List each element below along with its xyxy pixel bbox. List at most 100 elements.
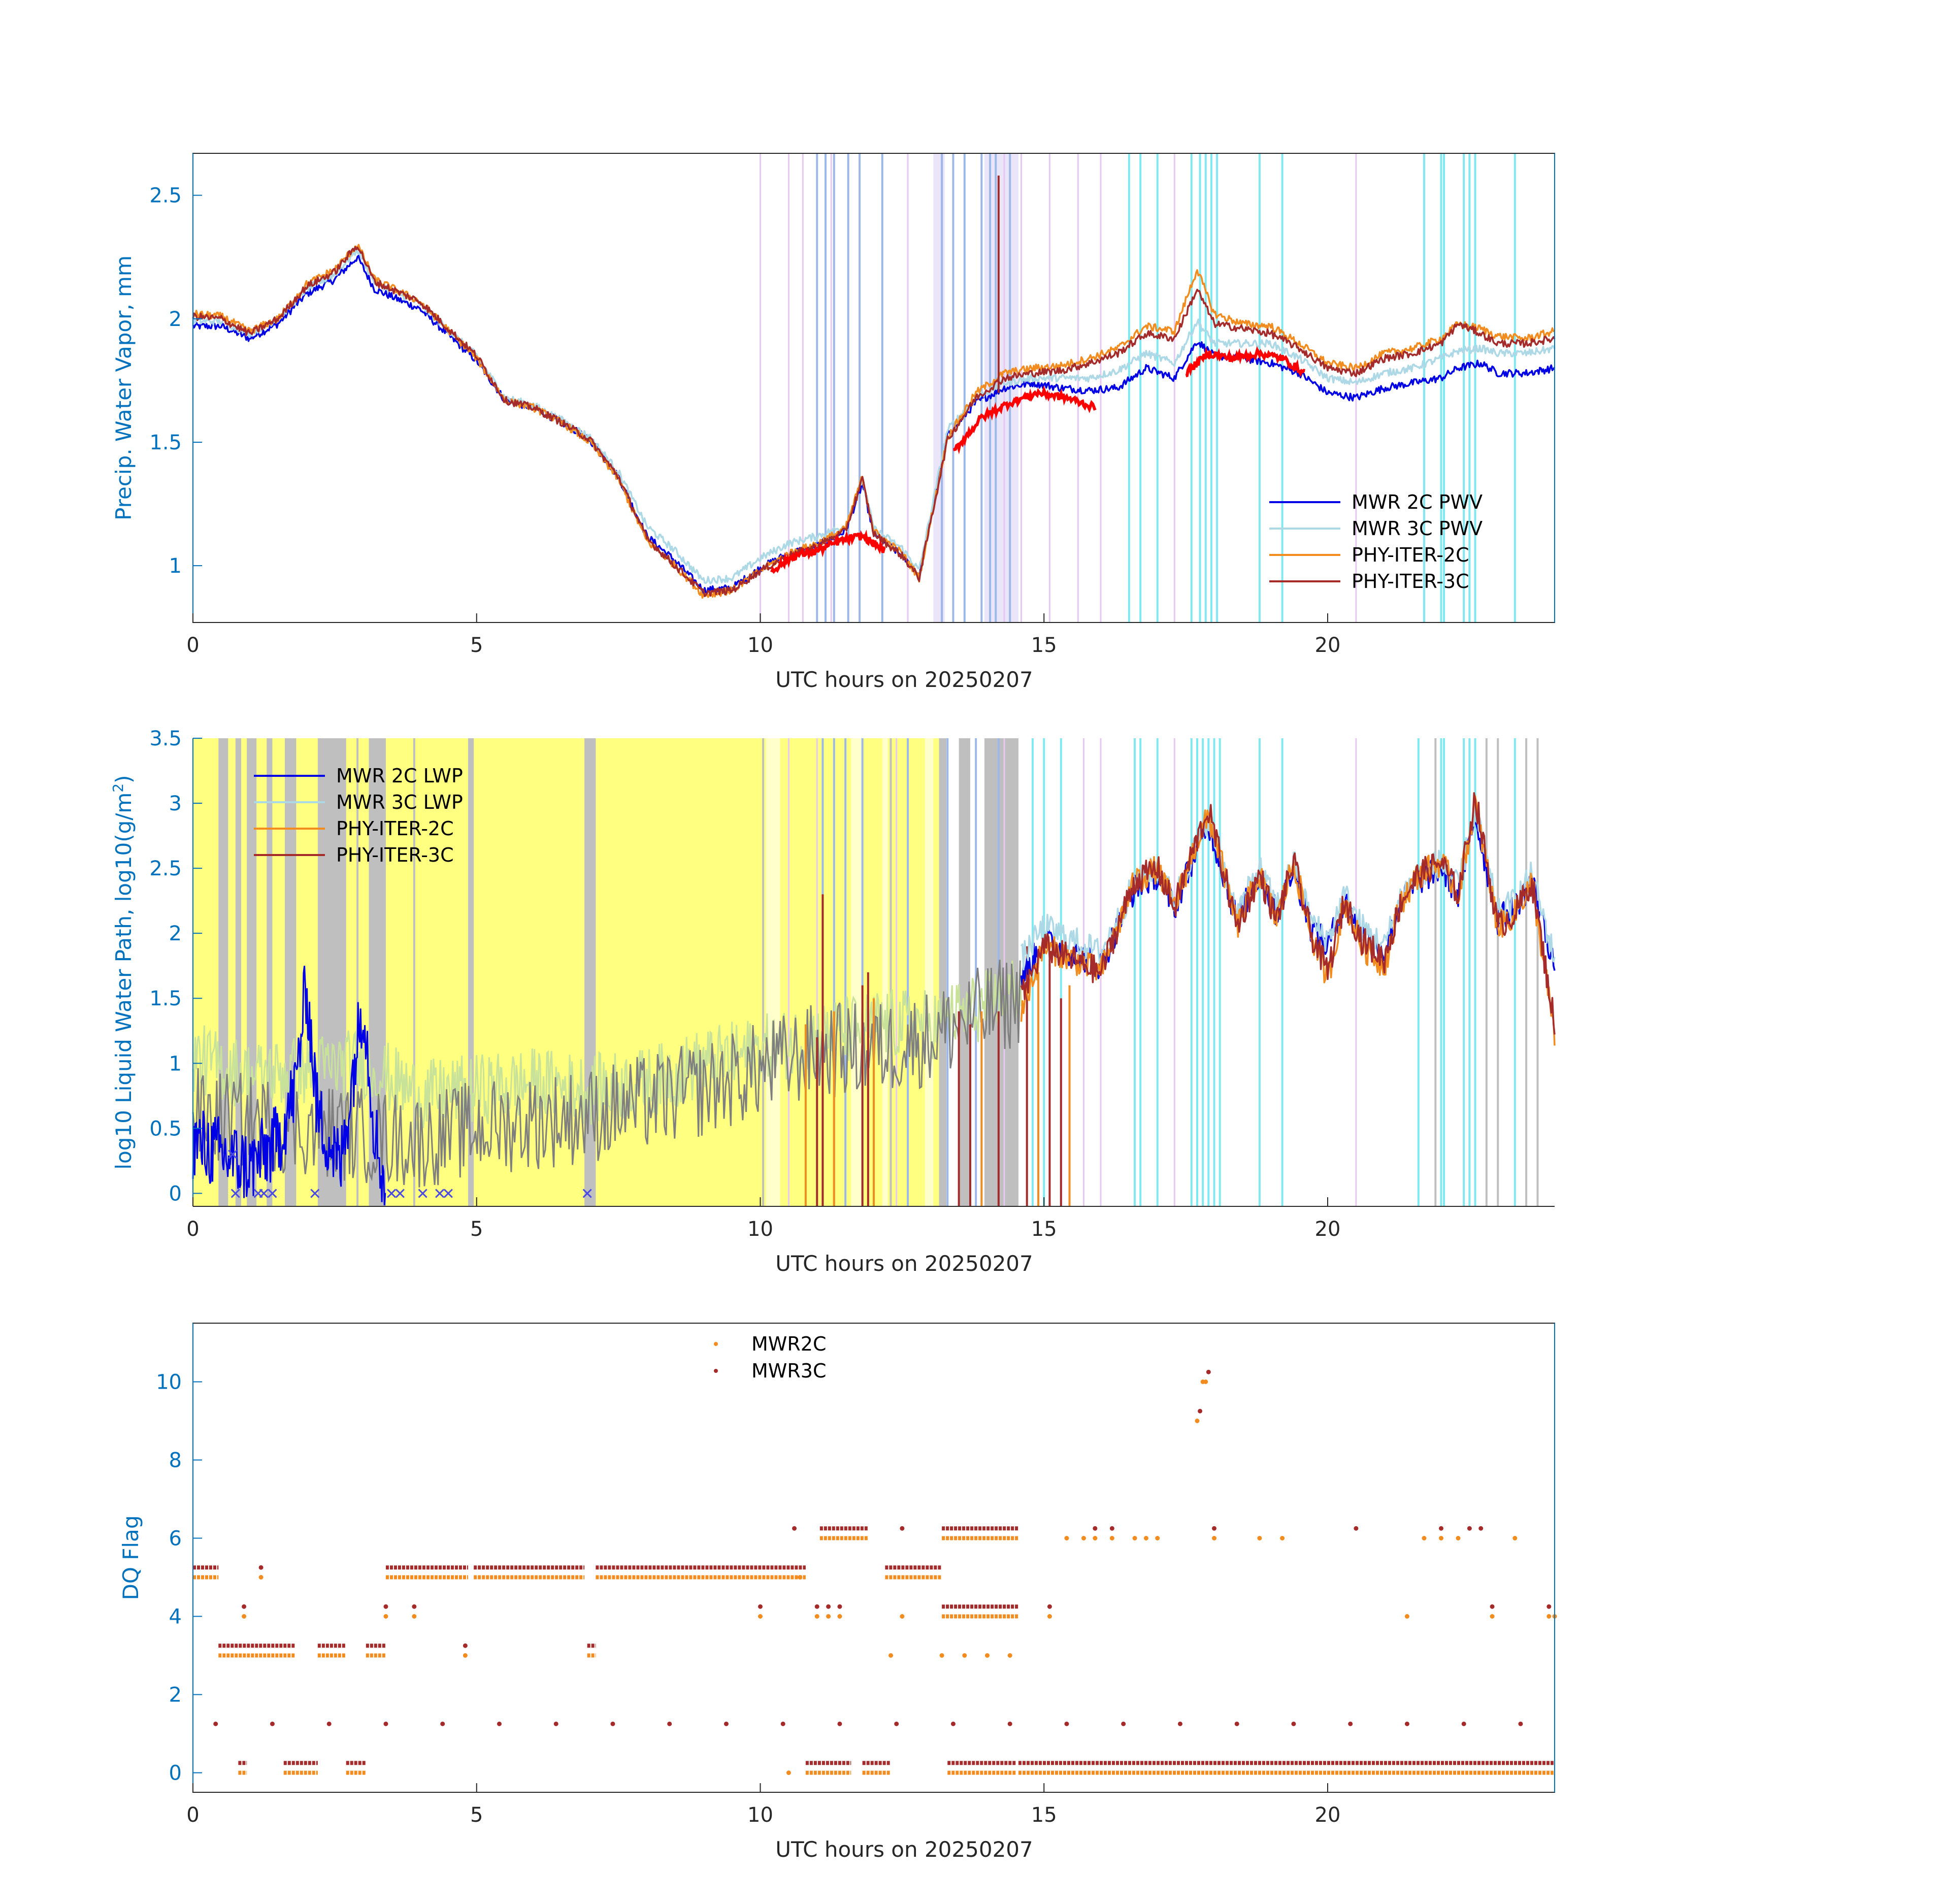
dq-point-phy2c [1512, 1536, 1518, 1540]
dq-point-phy3c [553, 1721, 558, 1726]
dq-x-axis-label: UTC hours on 20250207 [775, 1837, 1033, 1862]
dq-point-phy3c [1177, 1721, 1182, 1726]
cross-marker [582, 1189, 592, 1198]
yellow-gap [925, 738, 934, 1206]
dq-y-axis-label: DQ Flag [118, 1516, 143, 1600]
series-line-phy3c [1020, 792, 1556, 1035]
cross-marker [387, 1189, 397, 1198]
dq-point-phy3c [1518, 1721, 1523, 1726]
dq-point-phy2c [258, 1575, 264, 1580]
legend-label: PHY-ITER-3C [336, 844, 454, 866]
dq-point-phy3c [270, 1721, 275, 1726]
pwv-y-ticks: 1 1.5 2 2.5 [149, 184, 202, 578]
dq-point-phy3c [1348, 1721, 1353, 1726]
dq-point-phy3c [383, 1721, 388, 1726]
dq-point-phy3c [1490, 1604, 1495, 1609]
dq-point-phy3c [1198, 1408, 1203, 1414]
dq-point-phy3c [1439, 1526, 1443, 1531]
cross-marker [310, 1189, 320, 1198]
dq-point-phy3c [440, 1721, 445, 1726]
violet-band-block [933, 153, 945, 622]
cross-marker [435, 1189, 445, 1198]
legend-label: MWR 2C PWV [1352, 491, 1483, 513]
legend-marker [714, 1369, 718, 1373]
legend-label: MWR 3C PWV [1352, 517, 1483, 540]
y-tick-label: 3 [169, 792, 182, 815]
y-tick-label: 6 [169, 1527, 182, 1551]
y-tick-label: 10 [156, 1371, 182, 1394]
x-tick-label: 20 [1315, 1803, 1341, 1827]
pwv-axes-frame [192, 153, 1555, 623]
y-tick-label: 0 [169, 1182, 182, 1205]
dq-point-phy2c [1546, 1614, 1552, 1619]
dq-point-phy3c [1461, 1721, 1466, 1726]
y-tick-label: 0.5 [149, 1117, 182, 1140]
lwp-y-axis-label: log10 Liquid Water Path, log10(g/m2) [110, 775, 136, 1169]
dq-point-phy2c [1132, 1536, 1137, 1540]
lwp-series-lines [192, 792, 1556, 1206]
pwv-legend: MWR 2C PWV MWR 3C PWV PHY-ITER-2C PHY-ITER-… [1269, 491, 1483, 593]
dq-point-phy3c [1064, 1721, 1069, 1726]
dq-point-phy3c [610, 1721, 615, 1726]
dq-point-phy2c [1490, 1614, 1495, 1619]
dq-point-phy2c [1203, 1380, 1208, 1384]
y-tick-label: 1 [169, 554, 182, 578]
dq-point-phy3c [837, 1604, 842, 1609]
dq-point-phy2c [900, 1614, 905, 1619]
dq-point-phy2c [1093, 1536, 1098, 1540]
dq-point-phy2c [888, 1653, 894, 1658]
lwp-x-axis-label: UTC hours on 20250207 [775, 1251, 1033, 1276]
x-tick-label: 5 [470, 1218, 483, 1241]
x-tick-label: 15 [1031, 1803, 1057, 1827]
dq-point-phy3c [1234, 1721, 1239, 1726]
dq-point-phy3c [213, 1721, 218, 1726]
dq-point-phy3c [1291, 1721, 1296, 1726]
dq-point-phy3c [1467, 1526, 1472, 1531]
dq-scatter-points [193, 1369, 1557, 1775]
dq-point-phy3c [780, 1721, 785, 1726]
dq-point-phy2c [1422, 1536, 1427, 1540]
yellow-gap [882, 738, 888, 1206]
dq-point-phy2c [1195, 1419, 1200, 1423]
y-tick-label: 8 [169, 1449, 182, 1472]
series-line-phy3c [192, 246, 1556, 598]
lwp-legend: MWR 2C LWP MWR 3C LWP PHY-ITER-2C PHY-ITER-… [254, 765, 463, 866]
dq-point-phy2c [242, 1614, 247, 1619]
lwp-y-ticks: 0 0.5 1 1.5 2 2.5 3 3.5 [149, 727, 202, 1205]
dq-legend: MWR2C MWR3C [714, 1333, 826, 1382]
dq-point-phy2c [758, 1614, 763, 1619]
legend-label: MWR2C [751, 1333, 826, 1355]
pwv-x-ticks: 0 5 10 15 20 [186, 613, 1340, 657]
dq-point-phy3c [667, 1721, 672, 1726]
pwv-panel: 0 5 10 15 20 11.522.5 UTC hours on 20250207 … [111, 153, 1556, 692]
cross-marker [231, 1189, 240, 1198]
dq-point-phy3c [463, 1643, 468, 1648]
x-tick-label: 15 [1031, 1218, 1057, 1241]
dq-point-phy2c [814, 1614, 819, 1619]
x-tick-label: 10 [747, 634, 773, 657]
x-tick-label: 5 [470, 634, 483, 657]
cross-marker [395, 1189, 405, 1198]
dq-y-ticks: 0 2 4 6 8 10 [156, 1371, 202, 1785]
dq-point-phy2c [463, 1653, 468, 1658]
dq-point-phy3c [792, 1526, 797, 1531]
dq-point-phy3c [258, 1565, 264, 1570]
dq-point-phy2c [837, 1614, 842, 1619]
dq-point-phy3c [950, 1721, 956, 1726]
cross-marker [228, 1150, 238, 1159]
y-tick-label: 2 [169, 922, 182, 945]
dq-point-phy3c [1047, 1604, 1052, 1609]
legend-label: MWR 2C LWP [336, 765, 463, 787]
y-tick-label: 3.5 [149, 727, 182, 750]
dq-point-phy3c [894, 1721, 899, 1726]
dq-point-phy3c [1546, 1604, 1552, 1609]
dq-point-phy3c [383, 1604, 388, 1609]
lwp-2c-early-noise [192, 960, 1021, 1188]
dq-point-phy2c [1143, 1536, 1148, 1540]
red-overlay-line [770, 529, 886, 574]
pwv-shaded-bands [760, 153, 1516, 622]
dq-point-phy2c [1212, 1536, 1216, 1540]
x-tick-label: 5 [470, 1803, 483, 1827]
dq-point-phy3c [242, 1604, 247, 1609]
dq-point-phy3c [900, 1526, 905, 1531]
